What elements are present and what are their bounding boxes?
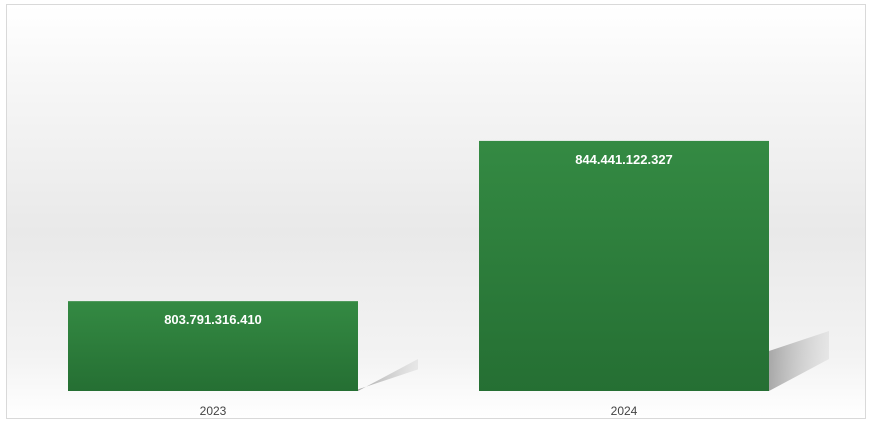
data-label: 844.441.122.327 <box>575 152 673 167</box>
bar-chart: 803.791.316.410 844.441.122.327 2023 2024 <box>68 140 829 418</box>
data-label: 803.791.316.410 <box>164 312 262 327</box>
bar-shadow <box>358 359 418 391</box>
chart-area: 803.791.316.410 844.441.122.327 2023 2024 <box>6 4 866 419</box>
x-tick-label: 2023 <box>200 404 227 418</box>
x-tick-label: 2024 <box>611 404 638 418</box>
bar-2024 <box>479 140 769 391</box>
bar-2023 <box>68 301 358 391</box>
bar-shadow <box>769 330 829 391</box>
